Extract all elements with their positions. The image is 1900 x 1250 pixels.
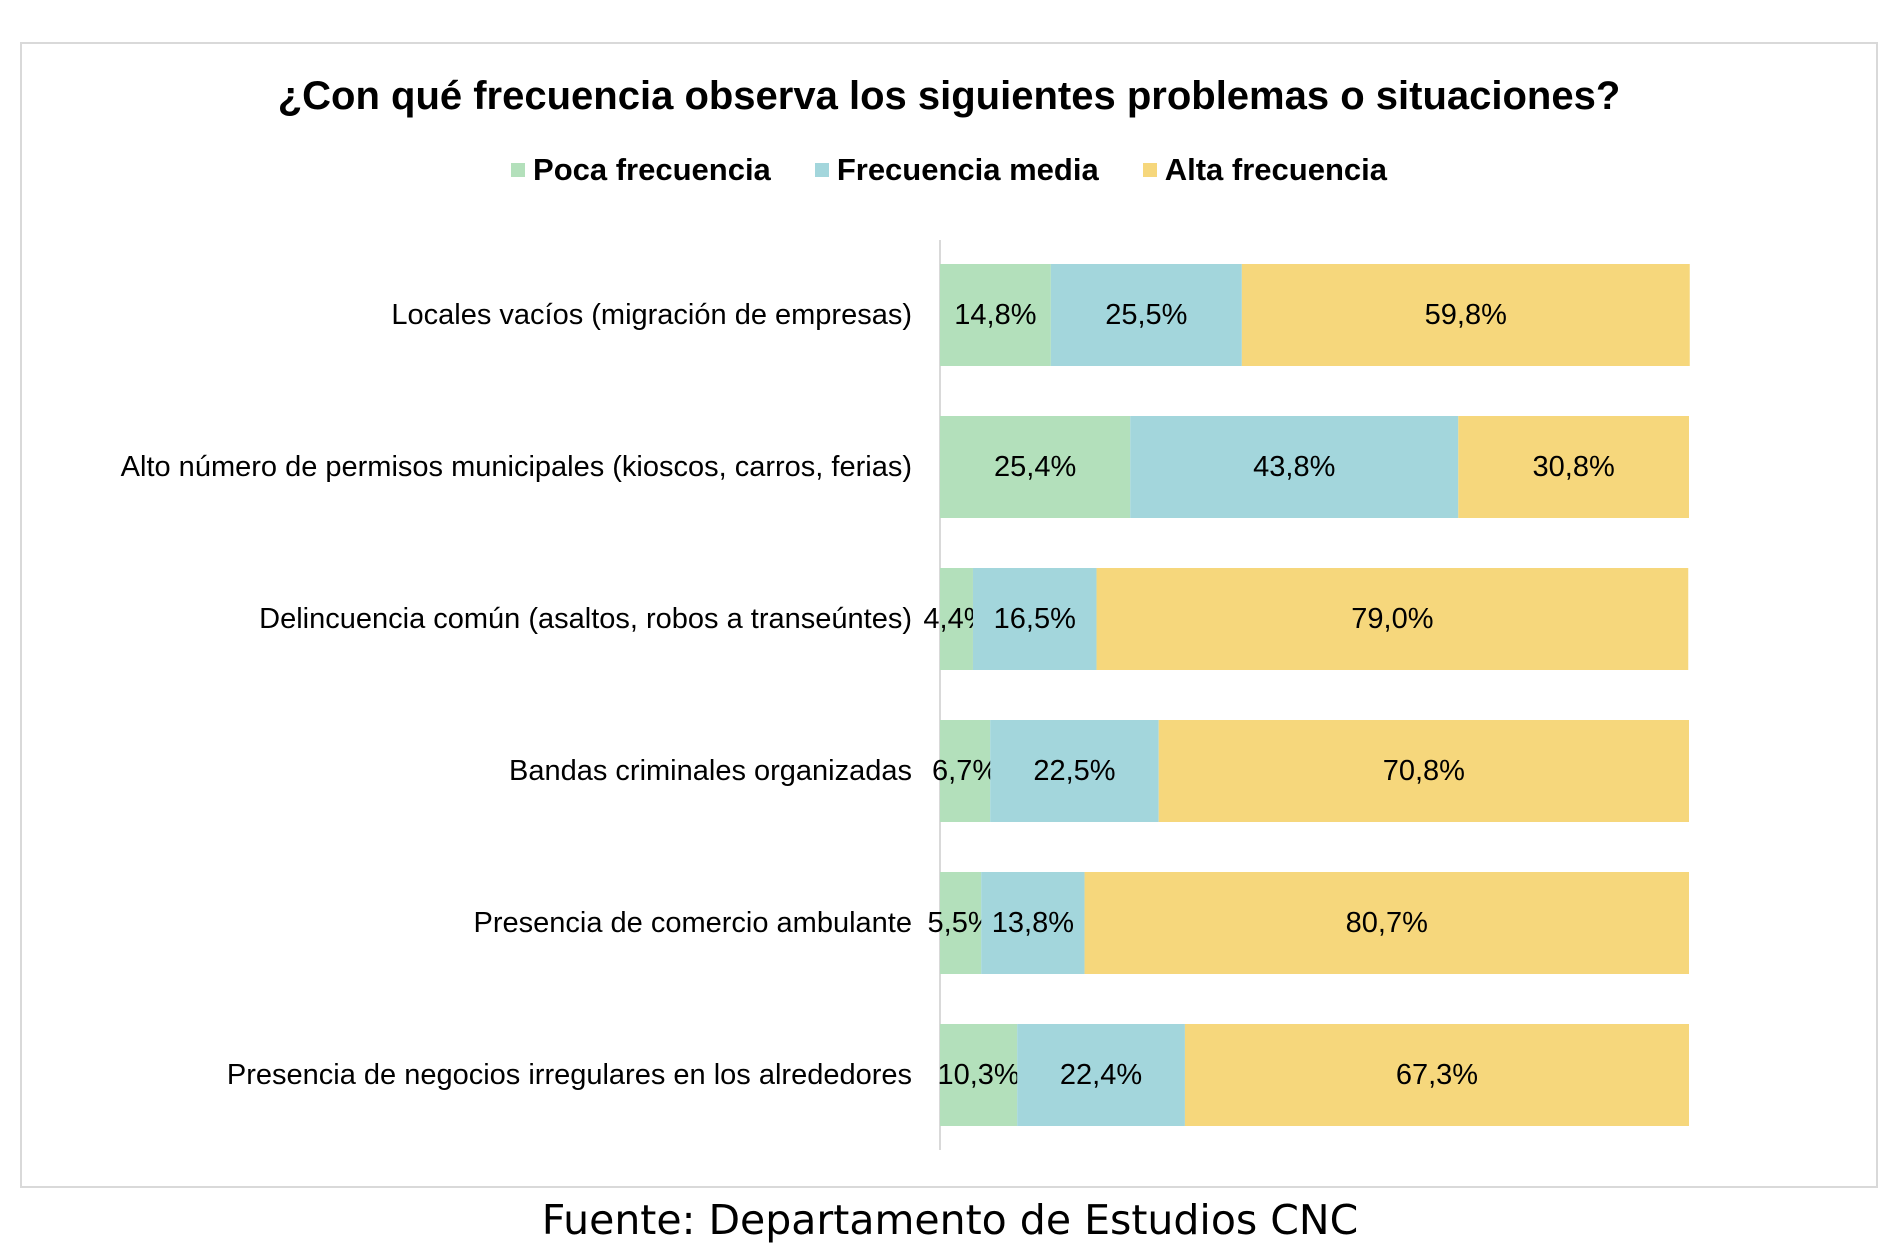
bar-segment [972,568,1097,670]
legend-swatch-media [814,163,829,177]
bar-segment [1458,416,1689,518]
data-label: 13,8% [992,907,1074,939]
data-label: 67,3% [1396,1059,1478,1091]
bar-segment [1050,264,1242,366]
data-label: 6,7% [932,755,998,787]
legend-label-media: Frecuencia media [836,152,1099,187]
data-label: 30,8% [1533,451,1615,483]
legend-label-alta: Alta frecuencia [1164,152,1387,187]
category-label: Presencia de comercio ambulante [474,907,912,939]
legend-label-poca: Poca frecuencia [533,152,771,187]
legend: Poca frecuencia Frecuencia media Alta fr… [22,152,1876,188]
bar-segment [1096,568,1689,670]
bar-segment [1184,1024,1689,1126]
bar-segment [1241,264,1690,366]
data-label: 10,3% [937,1059,1019,1091]
category-label: Presencia de negocios irregulares en los… [227,1059,912,1091]
data-label: 59,8% [1425,299,1507,331]
bar-segment [1130,416,1459,518]
bar-segment [1158,720,1689,822]
data-label: 25,4% [994,451,1076,483]
category-label: Alto número de permisos municipales (kio… [121,451,912,483]
bar-segment [990,720,1159,822]
source-note: Fuente: Departamento de Estudios CNC [541,1196,1359,1244]
legend-item-media: Frecuencia media [814,152,1099,188]
data-label: 43,8% [1253,451,1335,483]
chart-title: ¿Con qué frecuencia observa los siguient… [277,74,1621,118]
legend-swatch-poca [511,163,526,177]
data-label: 16,5% [994,603,1076,635]
bar-segment [1084,872,1689,974]
bar-segment [940,416,1131,518]
stacked-bar-plot: Locales vacíos (migración de empresas) 14… [121,240,1690,1150]
bar-segment [940,568,973,670]
legend-swatch-alta [1142,163,1157,177]
bar-segment [940,872,982,974]
data-label: 79,0% [1351,603,1433,635]
bar-segment [1017,1024,1185,1126]
data-label: 22,4% [1060,1059,1142,1091]
category-label: Bandas criminales organizadas [509,755,912,787]
data-label: 80,7% [1346,907,1428,939]
bar-segment [940,264,1051,366]
data-label: 22,5% [1033,755,1115,787]
category-label: Locales vacíos (migración de empresas) [391,299,912,331]
data-label: 70,8% [1383,755,1465,787]
data-label: 14,8% [954,299,1036,331]
legend-item-alta: Alta frecuencia [1142,152,1387,188]
bar-segment [940,720,991,822]
data-label: 25,5% [1105,299,1187,331]
bar-segment [981,872,1085,974]
bar-segment [940,1024,1018,1126]
legend-item-poca: Poca frecuencia [511,152,771,188]
category-label: Delincuencia común (asaltos, robos a tra… [259,603,912,635]
